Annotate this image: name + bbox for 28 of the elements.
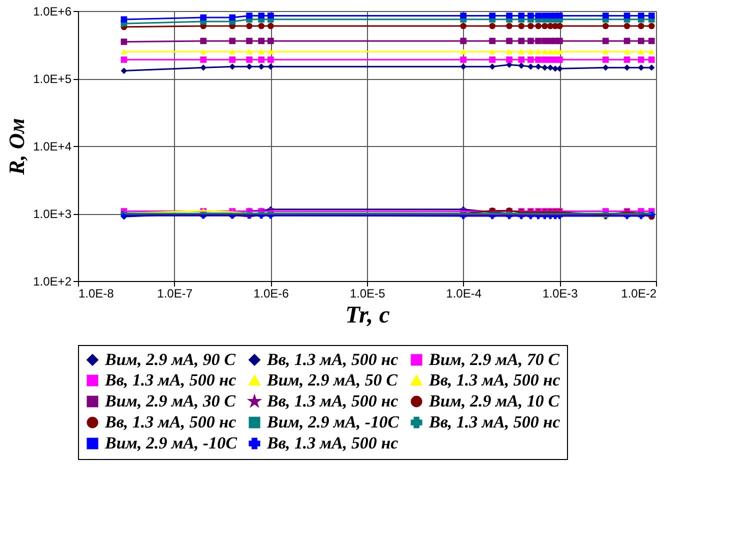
x-tick-label: 1.0E-4 [446, 286, 482, 300]
x-tick-label: 1.0E-8 [78, 286, 114, 300]
legend-label: Вв, 1.3 мА, 500 нс [428, 370, 561, 390]
y-tick-label: 1.0E+3 [33, 207, 72, 221]
legend-label: Вв, 1.3 мА, 500 нс [266, 392, 399, 410]
x-tick-label: 1.0E-5 [350, 286, 386, 300]
legend-label: Вв, 1.3 мА, 500 нс [104, 370, 237, 390]
legend-label: Вим, 2.9 мА, 30 С [104, 392, 236, 410]
y-tick-label: 1.0E+5 [33, 72, 72, 86]
x-tick-label: 1.0E-7 [157, 286, 193, 300]
legend-label: Вв, 1.3 мА, 500 нс [266, 350, 399, 369]
y-axis-title: R, Ом [4, 118, 30, 176]
x-axis-title: Tr, c [345, 302, 390, 328]
y-tick-label: 1.0E+4 [33, 140, 72, 154]
legend-label: Вим, 2.9 мА, -10С [266, 412, 400, 432]
legend-label: Вв, 1.3 мА, 500 нс [428, 412, 561, 432]
x-tick-label: 1.0E-6 [253, 286, 290, 300]
y-tick-label: 1.0E+6 [33, 4, 72, 18]
legend-label: Вим, 2.9 мА, 70 С [428, 350, 560, 369]
y-tick-label: 1.0E+2 [33, 274, 72, 288]
legend-label: Вим, 2.9 мА, 50 С [266, 370, 398, 390]
legend-label: Вв, 1.3 мА, 500 нс [104, 412, 237, 432]
legend-label: Вим, 2.9 мА, -10С [104, 434, 238, 452]
legend-label: Вим, 2.9 мА, 10 С [428, 392, 560, 410]
legend-label: Вим, 2.9 мА, 90 С [104, 350, 236, 369]
x-tick-label: 1.0E-2 [621, 286, 657, 300]
legend-label: Вв, 1.3 мА, 500 нс [266, 434, 399, 452]
x-tick-label: 1.0E-3 [542, 286, 578, 300]
